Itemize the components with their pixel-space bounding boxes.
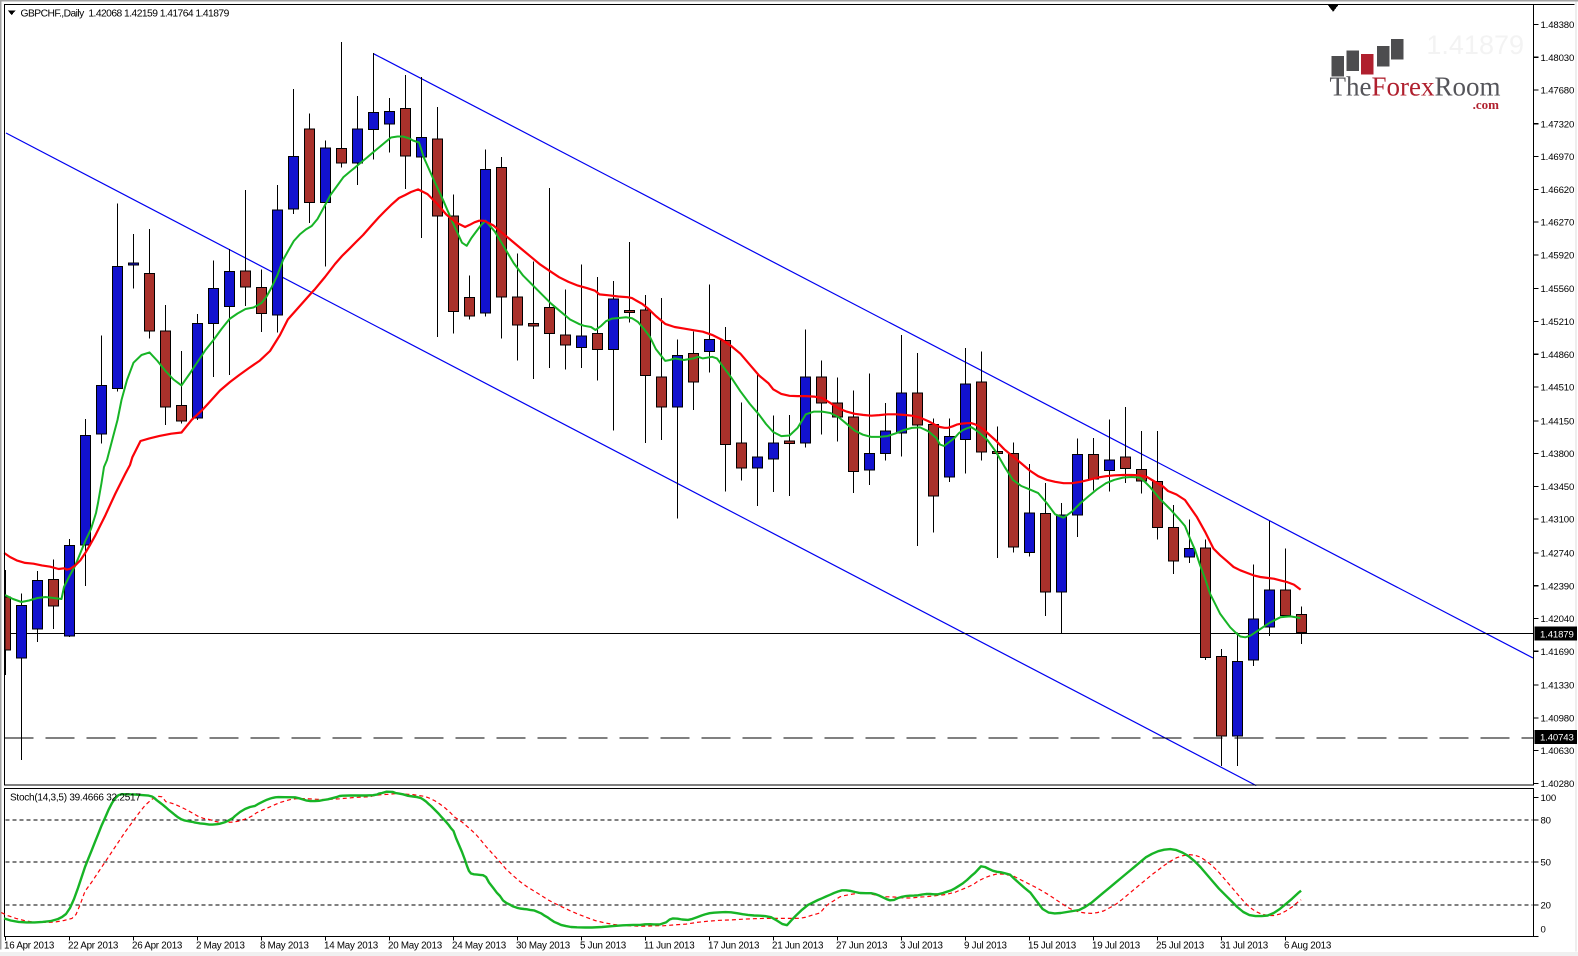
svg-text:16 Apr 2013: 16 Apr 2013 — [4, 941, 55, 952]
svg-text:1.41690: 1.41690 — [1541, 647, 1575, 658]
svg-text:1.43100: 1.43100 — [1541, 515, 1575, 526]
svg-text:20 May 2013: 20 May 2013 — [388, 941, 443, 952]
svg-text:80: 80 — [1541, 816, 1551, 827]
svg-text:1.47680: 1.47680 — [1541, 86, 1575, 97]
svg-text:24 May 2013: 24 May 2013 — [452, 941, 507, 952]
svg-text:1.41879: 1.41879 — [1540, 629, 1574, 640]
svg-text:1.44510: 1.44510 — [1541, 383, 1575, 394]
svg-text:1.40743: 1.40743 — [1540, 733, 1574, 744]
svg-text:1.46970: 1.46970 — [1541, 152, 1575, 163]
svg-text:8 May 2013: 8 May 2013 — [260, 941, 309, 952]
svg-text:1.40980: 1.40980 — [1541, 713, 1575, 724]
svg-text:1.44860: 1.44860 — [1541, 350, 1575, 361]
svg-text:31 Jul 2013: 31 Jul 2013 — [1220, 941, 1269, 952]
svg-text:30 May 2013: 30 May 2013 — [516, 941, 571, 952]
svg-text:2 May 2013: 2 May 2013 — [196, 941, 245, 952]
svg-text:1.45210: 1.45210 — [1541, 317, 1575, 328]
svg-text:1.42040: 1.42040 — [1541, 614, 1575, 625]
svg-text:1.48030: 1.48030 — [1541, 53, 1575, 64]
svg-text:14 May 2013: 14 May 2013 — [324, 941, 379, 952]
svg-text:.com: .com — [1473, 97, 1500, 112]
svg-text:1.44150: 1.44150 — [1541, 416, 1575, 427]
svg-text:25 Jul 2013: 25 Jul 2013 — [1156, 941, 1205, 952]
svg-text:1.40630: 1.40630 — [1541, 746, 1575, 757]
svg-text:1.48380: 1.48380 — [1541, 20, 1575, 31]
svg-text:15 Jul 2013: 15 Jul 2013 — [1028, 941, 1077, 952]
svg-text:TheForexRoom: TheForexRoom — [1330, 72, 1501, 102]
svg-text:Stoch(14,3,5) 39.4666 32.2517: Stoch(14,3,5) 39.4666 32.2517 — [10, 793, 141, 804]
svg-text:1.47320: 1.47320 — [1541, 119, 1575, 130]
svg-text:5 Jun 2013: 5 Jun 2013 — [580, 941, 627, 952]
svg-text:1.41330: 1.41330 — [1541, 681, 1575, 692]
svg-text:1.43800: 1.43800 — [1541, 449, 1575, 460]
svg-text:1.45920: 1.45920 — [1541, 251, 1575, 262]
svg-text:0: 0 — [1541, 925, 1546, 936]
svg-text:1.45560: 1.45560 — [1541, 284, 1575, 295]
svg-text:1.41879: 1.41879 — [1426, 30, 1524, 60]
svg-text:17 Jun 2013: 17 Jun 2013 — [708, 941, 760, 952]
svg-text:20: 20 — [1541, 901, 1551, 912]
svg-text:GBPCHF.,Daily 1.42068 1.42159: GBPCHF.,Daily 1.42068 1.42159 1.41764 1.… — [21, 9, 230, 20]
svg-text:22 Apr 2013: 22 Apr 2013 — [68, 941, 119, 952]
svg-text:1.46270: 1.46270 — [1541, 218, 1575, 229]
svg-text:27 Jun 2013: 27 Jun 2013 — [836, 941, 888, 952]
svg-text:1.43450: 1.43450 — [1541, 482, 1575, 493]
svg-text:9 Jul 2013: 9 Jul 2013 — [964, 941, 1008, 952]
svg-text:11 Jun 2013: 11 Jun 2013 — [644, 941, 695, 952]
svg-text:26 Apr 2013: 26 Apr 2013 — [132, 941, 183, 952]
svg-text:1.42740: 1.42740 — [1541, 549, 1575, 560]
svg-text:6 Aug 2013: 6 Aug 2013 — [1284, 941, 1332, 952]
svg-text:3 Jul 2013: 3 Jul 2013 — [900, 941, 944, 952]
svg-text:1.46620: 1.46620 — [1541, 185, 1575, 196]
svg-text:21 Jun 2013: 21 Jun 2013 — [772, 941, 824, 952]
svg-text:1.40280: 1.40280 — [1541, 779, 1575, 790]
svg-text:50: 50 — [1541, 858, 1551, 869]
svg-text:1.42390: 1.42390 — [1541, 581, 1575, 592]
svg-text:19 Jul 2013: 19 Jul 2013 — [1092, 941, 1141, 952]
svg-text:100: 100 — [1541, 793, 1557, 804]
